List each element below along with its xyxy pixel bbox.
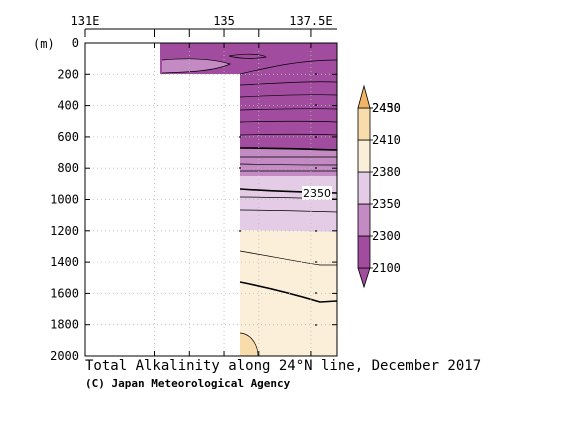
colorbar-segment	[357, 203, 371, 237]
y-tick-label: 1400	[50, 255, 79, 269]
chart-title: Total Alkalinity along 24°N line, Decemb…	[85, 358, 482, 374]
y-tick-label: 2000	[50, 349, 79, 363]
y-axis: 0 200 400 600 800 1000 1200 1400 1600 1800 2000	[50, 36, 337, 363]
colorbar-label: 2430	[372, 101, 401, 115]
x-tick-label: 137.5E	[289, 14, 332, 28]
colorbar-segment	[357, 235, 371, 269]
x-tick-label: 131E	[71, 14, 100, 28]
fill-2300-patch	[162, 58, 230, 73]
y-tick-label: 400	[57, 99, 79, 113]
y-tick-label: 1200	[50, 224, 79, 238]
contour-fill: 2350	[85, 43, 337, 356]
grid-vertical	[154, 43, 312, 356]
contour-label: 2350	[303, 187, 331, 200]
y-tick-label: 1600	[50, 286, 79, 300]
y-tick-label: 200	[57, 67, 79, 81]
colorbar-top-arrow	[357, 84, 371, 109]
colorbar-segment	[357, 107, 371, 141]
colorbar-segment	[357, 171, 371, 205]
fill-2350-layer	[240, 176, 337, 232]
x-axis: 131E 135 137.5E	[71, 14, 337, 356]
colorbar-label: 2450	[372, 101, 401, 115]
no-data-region	[85, 43, 155, 356]
y-tick-label: 600	[57, 130, 79, 144]
y-tick-label: 0	[72, 36, 79, 50]
colorbar-label: 2410	[372, 133, 401, 147]
contour-label-box	[302, 186, 332, 200]
y-axis-unit: (m)	[33, 37, 55, 51]
colorbar-label: 2100	[372, 261, 401, 275]
colorbar-bottom-arrow	[357, 267, 371, 289]
fill-2300-layer	[240, 148, 337, 176]
y-tick-label: 1000	[50, 193, 79, 207]
colorbar-label: 2350	[372, 197, 401, 211]
credit-text: (C) Japan Meteorological Agency	[85, 377, 291, 390]
colorbar-label: 2300	[372, 229, 401, 243]
sampling-dots	[239, 73, 317, 326]
y-tick-label: 1800	[50, 318, 79, 332]
x-tick-label: 135	[213, 14, 235, 28]
fill-2410-blob	[240, 333, 258, 356]
y-tick-label: 800	[57, 161, 79, 175]
colorbar-segment	[357, 139, 371, 173]
contour-lines	[161, 53, 337, 356]
colorbar-label: 2380	[372, 165, 401, 179]
